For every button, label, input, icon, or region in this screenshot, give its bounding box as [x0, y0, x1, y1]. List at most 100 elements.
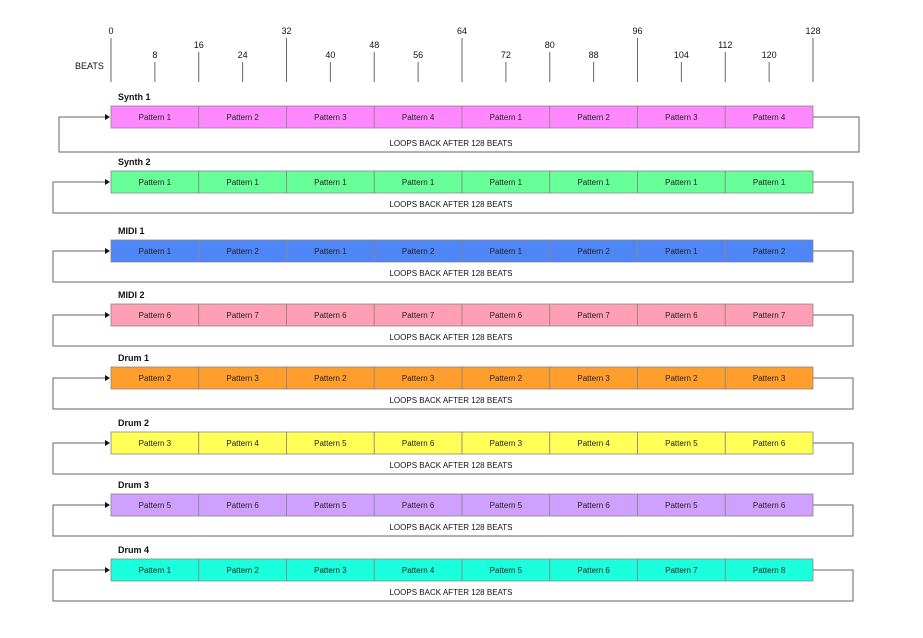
- pattern-label: Pattern 5: [314, 439, 347, 448]
- arrow-head-icon: [105, 179, 110, 185]
- ruler-tick-label: 104: [674, 50, 689, 60]
- pattern-label: Pattern 2: [665, 374, 698, 383]
- ruler-tick-label: 56: [413, 50, 423, 60]
- track-row: [52, 366, 854, 410]
- pattern-label: Pattern 3: [314, 566, 347, 575]
- loop-back-line: [52, 250, 854, 283]
- loop-back-label: LOOPS BACK AFTER 128 BEATS: [389, 139, 512, 148]
- pattern-label: Pattern 5: [665, 501, 698, 510]
- pattern-label: Pattern 3: [402, 374, 435, 383]
- pattern-label: Pattern 5: [490, 566, 523, 575]
- pattern-label: Pattern 1: [226, 178, 259, 187]
- pattern-label: Pattern 1: [665, 178, 698, 187]
- pattern-label: Pattern 6: [402, 439, 435, 448]
- ruler-tick-label: 80: [545, 40, 555, 50]
- pattern-label: Pattern 3: [226, 374, 259, 383]
- loop-back-label: LOOPS BACK AFTER 128 BEATS: [389, 333, 512, 342]
- pattern-label: Pattern 4: [226, 439, 259, 448]
- track-name: Drum 1: [118, 353, 149, 363]
- pattern-label: Pattern 2: [577, 247, 610, 256]
- pattern-label: Pattern 1: [402, 178, 435, 187]
- loop-back-label: LOOPS BACK AFTER 128 BEATS: [389, 461, 512, 470]
- pattern-label: Pattern 6: [226, 501, 259, 510]
- ruler-tick-label: 16: [194, 40, 204, 50]
- ruler-tick-label: 128: [805, 26, 820, 36]
- ruler-tick-label: 0: [108, 26, 113, 36]
- pattern-label: Pattern 1: [139, 566, 172, 575]
- loop-back-line: [52, 569, 854, 602]
- pattern-label: Pattern 1: [139, 113, 172, 122]
- pattern-label: Pattern 1: [490, 247, 523, 256]
- pattern-label: Pattern 6: [577, 501, 610, 510]
- pattern-label: Pattern 2: [753, 247, 786, 256]
- pattern-label: Pattern 4: [402, 566, 435, 575]
- pattern-label: Pattern 2: [226, 113, 259, 122]
- arrow-head-icon: [105, 440, 110, 446]
- ruler-tick-label: 48: [369, 40, 379, 50]
- ruler-tick-label: 120: [762, 50, 777, 60]
- pattern-label: Pattern 3: [139, 439, 172, 448]
- arrow-head-icon: [105, 567, 110, 573]
- track-row: [52, 170, 854, 214]
- arrow-head-icon: [105, 312, 110, 318]
- pattern-label: Pattern 4: [753, 113, 786, 122]
- pattern-label: Pattern 1: [314, 247, 347, 256]
- track-row: [52, 239, 854, 283]
- track-name: Synth 1: [118, 92, 151, 102]
- pattern-label: Pattern 4: [402, 113, 435, 122]
- pattern-label: Pattern 4: [577, 439, 610, 448]
- ruler-tick-label: 88: [589, 50, 599, 60]
- pattern-label: Pattern 6: [490, 311, 523, 320]
- pattern-label: Pattern 1: [139, 178, 172, 187]
- pattern-label: Pattern 1: [314, 178, 347, 187]
- ruler-axis-label: BEATS: [75, 61, 104, 71]
- pattern-label: Pattern 8: [753, 566, 786, 575]
- pattern-label: Pattern 5: [490, 501, 523, 510]
- pattern-label: Pattern 6: [314, 311, 347, 320]
- pattern-label: Pattern 1: [665, 247, 698, 256]
- ruler-tick-label: 64: [457, 26, 467, 36]
- pattern-label: Pattern 6: [577, 566, 610, 575]
- pattern-label: Pattern 3: [577, 374, 610, 383]
- pattern-label: Pattern 7: [665, 566, 698, 575]
- loop-back-label: LOOPS BACK AFTER 128 BEATS: [389, 200, 512, 209]
- pattern-label: Pattern 1: [753, 178, 786, 187]
- ruler-tick-label: 72: [501, 50, 511, 60]
- pattern-label: Pattern 2: [226, 247, 259, 256]
- ruler-tick-label: 96: [632, 26, 642, 36]
- track-name: Synth 2: [118, 157, 151, 167]
- ruler-tick-label: 40: [325, 50, 335, 60]
- pattern-label: Pattern 2: [226, 566, 259, 575]
- ruler-tick-label: 24: [238, 50, 248, 60]
- ruler-tick-label: 8: [152, 50, 157, 60]
- pattern-label: Pattern 1: [139, 247, 172, 256]
- loop-back-label: LOOPS BACK AFTER 128 BEATS: [389, 523, 512, 532]
- loop-back-line: [52, 442, 854, 475]
- pattern-label: Pattern 3: [490, 439, 523, 448]
- pattern-label: Pattern 3: [665, 113, 698, 122]
- pattern-label: Pattern 2: [314, 374, 347, 383]
- track-row: [52, 303, 854, 347]
- pattern-label: Pattern 2: [577, 113, 610, 122]
- pattern-label: Pattern 6: [402, 501, 435, 510]
- pattern-label: Pattern 7: [577, 311, 610, 320]
- arrow-head-icon: [105, 502, 110, 508]
- track-name: Drum 4: [118, 545, 149, 555]
- loop-back-line: [52, 314, 854, 347]
- pattern-label: Pattern 7: [226, 311, 259, 320]
- track-name: MIDI 1: [118, 226, 145, 236]
- pattern-label: Pattern 5: [139, 501, 172, 510]
- loop-back-line: [52, 181, 854, 214]
- pattern-label: Pattern 6: [753, 501, 786, 510]
- pattern-label: Pattern 7: [402, 311, 435, 320]
- loop-back-line: [52, 504, 854, 537]
- pattern-label: Pattern 6: [139, 311, 172, 320]
- ruler-tick-label: 112: [718, 40, 732, 50]
- arrow-head-icon: [105, 248, 110, 254]
- pattern-label: Pattern 1: [577, 178, 610, 187]
- arrow-head-icon: [105, 375, 110, 381]
- loop-back-label: LOOPS BACK AFTER 128 BEATS: [389, 269, 512, 278]
- pattern-label: Pattern 2: [490, 374, 523, 383]
